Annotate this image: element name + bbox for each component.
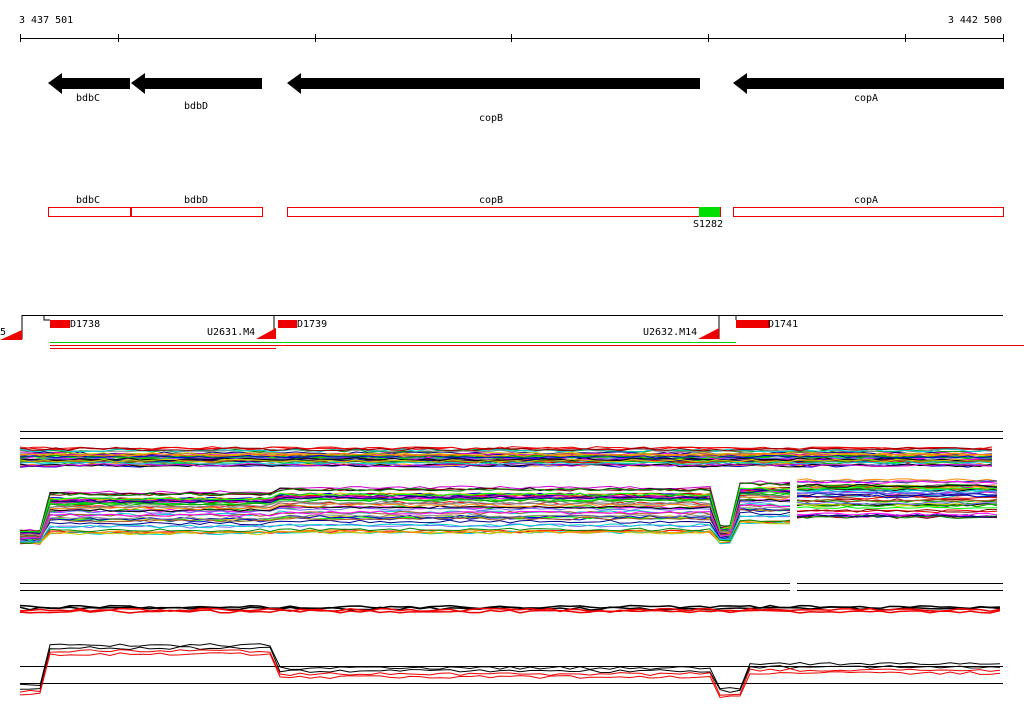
probe-label: D1739	[297, 319, 327, 330]
trace	[19, 494, 791, 537]
trace	[19, 458, 993, 463]
trace	[19, 649, 1001, 696]
trace	[19, 646, 1001, 693]
annotation-boxes	[48, 207, 1004, 217]
annotation-label: bdbD	[184, 195, 208, 206]
trace	[19, 511, 791, 542]
axis-end: 3 442 500	[948, 15, 1002, 26]
annotation-label: bdbC	[76, 195, 100, 206]
trace	[19, 515, 791, 543]
trace	[796, 508, 998, 513]
trace	[19, 643, 1001, 690]
trace	[796, 501, 998, 506]
gene-arrows	[48, 73, 1004, 94]
trace	[796, 480, 998, 484]
trace	[19, 451, 993, 456]
axis	[20, 34, 1004, 42]
trace	[19, 519, 791, 544]
trace	[796, 512, 998, 517]
trace	[796, 514, 998, 518]
trace	[796, 494, 998, 499]
trace	[19, 488, 791, 535]
trace	[19, 496, 791, 537]
trace	[19, 503, 791, 540]
feature-label: S1282	[693, 219, 723, 230]
trace	[796, 515, 998, 519]
gene-label: copB	[479, 113, 503, 124]
trace	[796, 502, 998, 506]
track-frames	[20, 431, 1003, 684]
trace	[19, 486, 791, 533]
trace	[796, 486, 998, 490]
trace	[19, 652, 1001, 699]
trace	[19, 506, 791, 539]
annotation-label: copB	[479, 195, 503, 206]
trace	[796, 506, 998, 509]
probe-label: D1741	[768, 319, 798, 330]
trace	[796, 488, 998, 493]
feature-box	[699, 207, 720, 217]
axis-start: 3 437 501	[19, 15, 73, 26]
trace	[796, 492, 998, 497]
trace	[19, 520, 791, 544]
probe-label: U2632.M14	[643, 327, 697, 338]
trace	[19, 448, 993, 453]
trace	[19, 489, 791, 535]
trace	[796, 498, 998, 503]
trace	[796, 484, 998, 488]
trace	[796, 490, 998, 495]
trace	[19, 454, 993, 459]
expression-traces	[19, 446, 1001, 699]
trace	[19, 482, 791, 533]
gene-label: bdbD	[184, 101, 208, 112]
trace	[19, 454, 993, 459]
probe-label: 5	[0, 327, 6, 338]
trace	[19, 500, 791, 539]
probe-track	[0, 315, 1024, 349]
trace	[19, 514, 791, 543]
probe-label: D1738	[70, 319, 100, 330]
trace	[19, 457, 993, 462]
trace	[19, 463, 993, 468]
trace	[19, 498, 791, 538]
trace	[19, 609, 1001, 614]
trace	[19, 607, 1001, 613]
trace	[796, 487, 998, 492]
trace	[796, 485, 998, 490]
trace	[19, 606, 1001, 611]
trace	[19, 452, 993, 457]
trace	[796, 495, 998, 500]
trace	[19, 447, 993, 452]
trace	[19, 461, 993, 466]
gene-label: bdbC	[76, 93, 100, 104]
gene-label: copA	[854, 93, 878, 104]
probe-label: U2631.M4	[207, 327, 255, 338]
trace	[19, 492, 791, 536]
annotation-label: copA	[854, 195, 878, 206]
